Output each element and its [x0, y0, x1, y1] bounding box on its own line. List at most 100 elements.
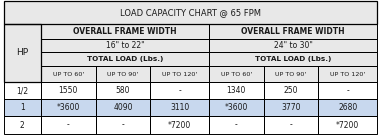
Bar [41, 52, 209, 66]
Bar [150, 66, 209, 82]
Text: 1340: 1340 [227, 86, 246, 95]
Bar [264, 116, 319, 134]
Bar [209, 82, 264, 99]
Bar [319, 82, 377, 99]
Text: LOAD CAPACITY CHART @ 65 FPM: LOAD CAPACITY CHART @ 65 FPM [120, 8, 261, 17]
Bar [4, 116, 41, 134]
Bar [96, 116, 150, 134]
Bar [41, 24, 209, 39]
Bar [264, 66, 319, 82]
Text: TOTAL LOAD (Lbs.): TOTAL LOAD (Lbs.) [87, 56, 163, 62]
Text: 2680: 2680 [338, 103, 357, 112]
Text: 580: 580 [116, 86, 130, 95]
Bar [150, 99, 209, 116]
Text: 1: 1 [20, 103, 25, 112]
Text: -: - [346, 86, 349, 95]
Bar [96, 82, 150, 99]
Bar [96, 66, 150, 82]
Bar [209, 99, 264, 116]
Text: UP TO 60': UP TO 60' [221, 72, 252, 77]
Bar [264, 82, 319, 99]
Text: *7200: *7200 [168, 121, 191, 129]
Bar [209, 116, 264, 134]
Bar [4, 82, 41, 99]
Text: -: - [178, 86, 181, 95]
Bar [150, 99, 209, 116]
Text: 250: 250 [284, 86, 298, 95]
Bar [4, 24, 41, 82]
Bar [41, 66, 96, 82]
Text: UP TO 120': UP TO 120' [162, 72, 197, 77]
Text: UP TO 90': UP TO 90' [275, 72, 307, 77]
Bar [209, 52, 377, 66]
Text: 1/2: 1/2 [16, 86, 29, 95]
Bar [150, 82, 209, 99]
Bar [41, 116, 96, 134]
Text: 1550: 1550 [59, 86, 78, 95]
Bar [41, 99, 96, 116]
Text: 4090: 4090 [113, 103, 133, 112]
Text: UP TO 60': UP TO 60' [53, 72, 84, 77]
Bar [150, 82, 209, 99]
Bar [96, 99, 150, 116]
Text: 2: 2 [20, 121, 25, 129]
Bar [4, 99, 41, 116]
Bar [319, 99, 377, 116]
Text: OVERALL FRAME WIDTH: OVERALL FRAME WIDTH [73, 27, 177, 36]
Bar [319, 116, 377, 134]
Bar [41, 66, 96, 82]
Bar [209, 82, 264, 99]
Bar [209, 24, 377, 39]
Bar [209, 66, 264, 82]
Bar [41, 116, 96, 134]
Bar [150, 66, 209, 82]
Bar [209, 116, 264, 134]
Text: 3770: 3770 [281, 103, 301, 112]
Bar [41, 82, 96, 99]
Bar [209, 24, 377, 39]
Bar [41, 99, 96, 116]
Bar [4, 99, 41, 116]
Bar [209, 66, 264, 82]
Bar [319, 66, 377, 82]
Bar [264, 99, 319, 116]
Bar [209, 52, 377, 66]
Bar [319, 66, 377, 82]
Text: -: - [122, 121, 124, 129]
Bar [264, 116, 319, 134]
Bar [264, 66, 319, 82]
Bar [4, 82, 41, 99]
Bar [4, 24, 41, 82]
Bar [209, 99, 264, 116]
Bar [96, 66, 150, 82]
Text: TOTAL LOAD (Lbs.): TOTAL LOAD (Lbs.) [255, 56, 331, 62]
Bar [41, 39, 209, 52]
Text: -: - [290, 121, 293, 129]
Bar [319, 99, 377, 116]
Bar [96, 116, 150, 134]
Bar [96, 99, 150, 116]
Text: UP TO 90': UP TO 90' [107, 72, 139, 77]
Text: *7200: *7200 [336, 121, 359, 129]
Text: 24" to 30": 24" to 30" [274, 41, 312, 50]
Bar [150, 116, 209, 134]
Bar [209, 39, 377, 52]
Bar [96, 82, 150, 99]
Text: *3600: *3600 [56, 103, 80, 112]
Text: 16" to 22": 16" to 22" [106, 41, 144, 50]
Text: -: - [235, 121, 238, 129]
Bar [4, 1, 377, 24]
Text: 3110: 3110 [170, 103, 189, 112]
Bar [319, 82, 377, 99]
Bar [41, 52, 209, 66]
Bar [41, 82, 96, 99]
Bar [41, 24, 209, 39]
Bar [209, 39, 377, 52]
Bar [264, 99, 319, 116]
Bar [4, 1, 377, 24]
Bar [41, 39, 209, 52]
Bar [4, 116, 41, 134]
Text: HP: HP [16, 48, 29, 57]
Text: UP TO 120': UP TO 120' [330, 72, 365, 77]
Text: *3600: *3600 [225, 103, 248, 112]
